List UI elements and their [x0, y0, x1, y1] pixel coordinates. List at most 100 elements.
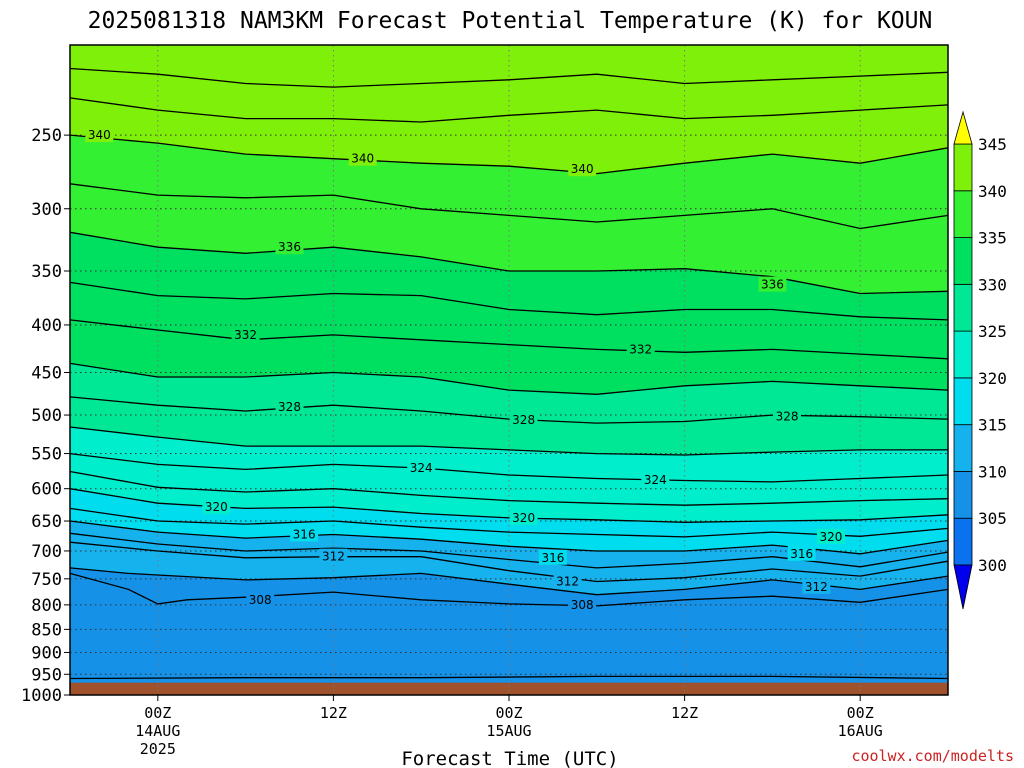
- contour-label-10: 324: [407, 459, 436, 475]
- contour-label-text: 312: [556, 574, 579, 588]
- contour-label-bg: [275, 398, 304, 414]
- isentrope-328: [69, 396, 949, 424]
- colorbar-bin-310: [953, 424, 973, 472]
- contour-label-21: 308: [246, 591, 275, 607]
- contour-label-text: 308: [249, 593, 272, 607]
- contour-label-bg: [787, 545, 816, 561]
- contour-label-text: 324: [410, 461, 433, 475]
- colorbar-bin-330: [953, 237, 973, 285]
- y-tick-label-850: 850: [31, 620, 62, 640]
- contour-label-7: 328: [275, 398, 304, 414]
- temperature-fill-layer: [70, 45, 948, 695]
- contour-label-layer: 340 340 340 336 336 332 332 328 328 328 324 324 320 3…: [85, 127, 845, 612]
- isentrope-310: [69, 567, 949, 596]
- contour-label-text: 336: [278, 240, 301, 254]
- colorbar-bin-305: [953, 471, 973, 519]
- colorbar-label-340: 340: [978, 182, 1007, 201]
- x-tick-label-30: 00Z: [495, 704, 522, 722]
- isentrope-324: [69, 452, 949, 483]
- contour-label-bg: [407, 459, 436, 475]
- isentrope-334: [69, 281, 949, 321]
- contour-label-bg: [348, 150, 377, 166]
- contour-label-text: 328: [512, 413, 535, 427]
- isentrope-344: [69, 67, 949, 88]
- contour-label-text: 320: [819, 530, 842, 544]
- contour-label-11: 324: [641, 471, 670, 487]
- contour-label-bg: [568, 161, 597, 177]
- y-tick-label-600: 600: [31, 480, 62, 500]
- y-tick-label-750: 750: [31, 570, 62, 590]
- isentrope-306: [69, 675, 949, 680]
- contour-label-bg: [275, 239, 304, 255]
- contour-label-text: 312: [322, 550, 345, 564]
- y-tick-label-350: 350: [31, 262, 62, 282]
- contour-label-19: 312: [553, 573, 582, 589]
- y-tick-label-650: 650: [31, 512, 62, 532]
- colorbar: 300 305 310 315 320 325 330 335 340 345: [953, 110, 1007, 610]
- credit-text[interactable]: coolwx.com/modelts: [851, 747, 1014, 765]
- contour-label-text: 340: [88, 128, 111, 142]
- contour-label-text: 308: [571, 598, 594, 612]
- contour-label-bg: [509, 411, 538, 427]
- contour-label-2: 340: [568, 161, 597, 177]
- contour-label-bg: [509, 509, 538, 525]
- contour-label-3: 336: [275, 239, 304, 255]
- contour-label-text: 316: [790, 547, 813, 561]
- contour-label-text: 312: [805, 580, 828, 594]
- colorbar-label-305: 305: [978, 509, 1007, 528]
- x-tick-date-6: 14AUG: [135, 722, 180, 740]
- x-tick-label-54: 00Z: [847, 704, 874, 722]
- contour-label-bg: [202, 499, 231, 515]
- contour-label-bg: [758, 276, 787, 292]
- colorbar-bin-340: [953, 143, 973, 192]
- x-tick-date-30: 15AUG: [486, 722, 531, 740]
- contour-label-bg: [773, 408, 802, 424]
- contour-label-20: 312: [802, 578, 831, 594]
- y-tick-label-1000: 1000: [21, 686, 62, 706]
- colorbar-bin-300: [953, 517, 973, 566]
- contour-label-bg: [290, 526, 319, 542]
- contour-label-text: 316: [293, 527, 316, 541]
- y-tick-label-300: 300: [31, 200, 62, 220]
- colorbar-label-320: 320: [978, 369, 1007, 388]
- contour-label-bg: [816, 528, 845, 544]
- colorbar-extend-bottom: [953, 564, 973, 610]
- y-tick-label-250: 250: [31, 126, 62, 146]
- x-tick-label-6: 00Z: [144, 704, 171, 722]
- isentrope-338: [69, 183, 949, 230]
- contour-label-text: 320: [512, 511, 535, 525]
- contour-label-bg: [641, 471, 670, 487]
- contour-label-text: 316: [541, 551, 564, 565]
- contour-label-bg: [231, 326, 260, 342]
- contour-label-17: 316: [787, 545, 816, 561]
- contour-label-text: 332: [234, 328, 257, 342]
- x-tick-label-18: 12Z: [320, 704, 347, 722]
- y-tick-label-800: 800: [31, 596, 62, 616]
- colorbar-bin-335: [953, 190, 973, 238]
- isentrope-312: [69, 541, 949, 583]
- contour-label-18: 312: [319, 548, 348, 564]
- isentrope-332: [69, 319, 949, 360]
- contour-label-15: 316: [290, 526, 319, 542]
- y-tick-label-900: 900: [31, 643, 62, 663]
- colorbar-label-345: 345: [978, 135, 1007, 154]
- isentrope-336: [69, 231, 949, 295]
- contour-label-22: 308: [568, 596, 597, 612]
- contour-label-9: 328: [773, 408, 802, 424]
- y-tick-label-950: 950: [31, 665, 62, 685]
- isentrope-340: [69, 134, 949, 175]
- isentrope-326: [69, 426, 948, 456]
- contour-label-bg: [553, 573, 582, 589]
- x-tick-label-42: 12Z: [671, 704, 698, 722]
- y-tick-label-700: 700: [31, 542, 62, 562]
- contour-label-bg: [246, 591, 275, 607]
- chart-title: 2025081318 NAM3KM Forecast Potential Tem…: [88, 8, 933, 34]
- contour-label-text: 320: [205, 500, 228, 514]
- contour-label-text: 328: [278, 400, 301, 414]
- colorbar-extend-top: [953, 110, 973, 145]
- y-tick-label-400: 400: [31, 316, 62, 336]
- y-tick-label-550: 550: [31, 445, 62, 465]
- contour-label-16: 316: [538, 549, 567, 565]
- contour-label-text: 336: [761, 278, 784, 292]
